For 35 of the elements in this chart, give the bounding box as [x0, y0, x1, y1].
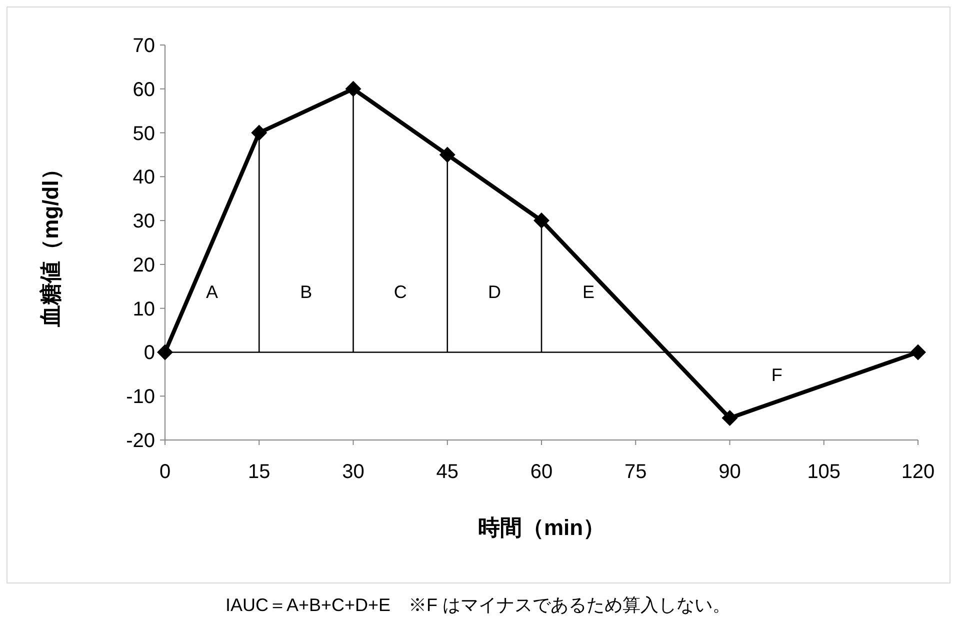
annotation: D [488, 282, 501, 302]
y-tick-label: 40 [132, 166, 155, 189]
annotation: E [582, 282, 595, 302]
point [345, 80, 362, 97]
y-tick-label: 20 [132, 254, 155, 276]
x-tick-label: 0 [159, 461, 171, 483]
point [251, 124, 268, 141]
annotation: C [394, 282, 407, 302]
y-tick-label: 10 [132, 298, 155, 320]
annotation: A [206, 282, 218, 302]
point [534, 212, 550, 229]
point [157, 344, 173, 360]
x-tick-label: 75 [624, 461, 647, 483]
y-tick-label: 0 [144, 342, 155, 364]
y-tick-label: 70 [132, 35, 155, 57]
y-tick-label: 60 [132, 78, 155, 101]
x-tick-label: 90 [718, 461, 741, 483]
y-axis-title: 血糖値（mg/dl） [38, 158, 63, 328]
point [439, 146, 456, 163]
annotation: B [300, 282, 312, 302]
x-tick-label: 105 [807, 461, 841, 483]
point [910, 344, 926, 360]
x-tick-label: 60 [530, 461, 553, 483]
y-tick-label: -20 [126, 430, 155, 452]
annotation: F [771, 364, 782, 385]
point [722, 410, 738, 426]
x-tick-label: 30 [342, 461, 364, 483]
y-tick-label: 50 [132, 122, 155, 145]
x-tick-label: 15 [248, 461, 270, 483]
x-tick-label: 45 [436, 461, 458, 483]
y-tick-label: 30 [132, 210, 155, 233]
x-tick-label: 120 [901, 461, 935, 483]
x-axis-title: 時間（min） [478, 515, 606, 540]
y-tick-label: -10 [126, 386, 155, 408]
text: IAUC＝A+B+C+D+E ※F はマイナスであるため算入しない。 [225, 595, 731, 615]
